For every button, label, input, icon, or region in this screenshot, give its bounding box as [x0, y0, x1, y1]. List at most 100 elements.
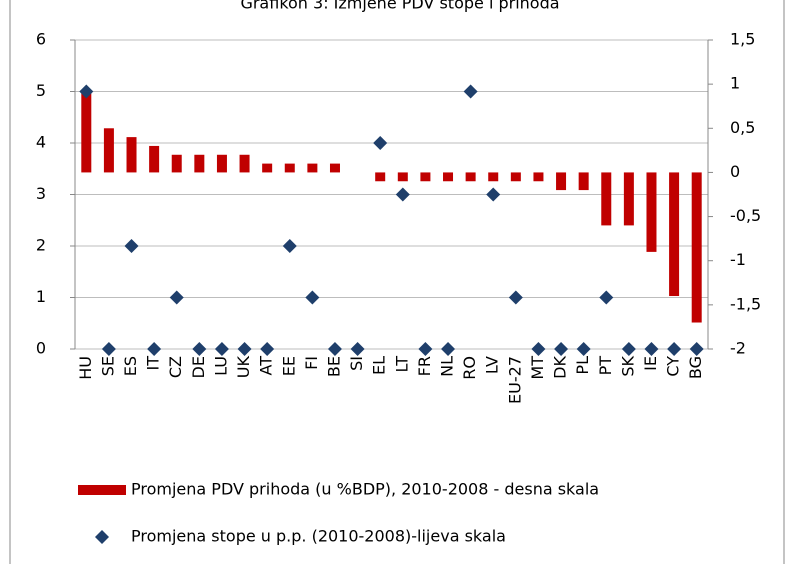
x-tick-label: IT	[144, 356, 163, 371]
x-tick-label: EE	[279, 356, 298, 376]
bar	[578, 172, 589, 191]
bar	[533, 172, 544, 182]
marker	[260, 342, 275, 356]
x-tick-label: ES	[121, 356, 140, 376]
marker	[418, 342, 433, 356]
x-tick-label: SI	[347, 356, 366, 371]
bar	[556, 172, 567, 191]
legend-label: Promjena stope u p.p. (2010-2008)-lijeva…	[131, 527, 506, 546]
marker	[531, 342, 546, 356]
y-tick-label: 1	[36, 287, 46, 306]
legend-label: Promjena PDV prihoda (u %BDP), 2010-2008…	[131, 480, 599, 499]
marker	[305, 290, 320, 305]
bar	[329, 163, 340, 173]
y2-tick-label: -1,5	[730, 294, 761, 313]
bar	[126, 137, 137, 173]
marker	[237, 342, 252, 356]
bar	[194, 154, 205, 173]
x-tick-label: AT	[257, 356, 276, 376]
x-tick-label: PL	[573, 356, 592, 375]
bar	[397, 172, 408, 182]
marker	[101, 342, 116, 356]
x-tick-label: FI	[302, 356, 321, 370]
marker	[441, 342, 456, 356]
marker	[576, 342, 591, 356]
y-tick-label: 6	[36, 30, 46, 49]
bar	[691, 172, 702, 323]
x-tick-label: EL	[370, 356, 389, 375]
marker	[192, 342, 207, 356]
marker	[147, 342, 162, 356]
y2-tick-label: 0,5	[730, 118, 755, 137]
marker	[282, 239, 297, 253]
x-tick-label: FR	[415, 356, 434, 376]
bar	[103, 128, 114, 173]
x-tick-label: BE	[324, 356, 343, 377]
bar	[601, 172, 612, 226]
x-tick-label: SK	[618, 356, 637, 377]
y2-tick-label: -1	[730, 250, 746, 269]
x-tick-label: DE	[189, 356, 208, 378]
marker	[644, 342, 659, 356]
bar	[171, 154, 182, 173]
marker	[350, 342, 365, 356]
x-tick-label: DK	[551, 355, 570, 378]
chart-frame	[9, 0, 785, 564]
bar	[646, 172, 657, 252]
marker	[214, 342, 229, 356]
x-tick-label: SE	[98, 356, 117, 376]
marker	[667, 342, 682, 356]
marker	[486, 187, 501, 202]
x-tick-label: PT	[596, 356, 615, 376]
bar	[465, 172, 476, 182]
marker	[395, 187, 410, 202]
marker	[79, 84, 94, 99]
x-tick-label: RO	[460, 356, 479, 380]
bar	[669, 172, 680, 297]
x-tick-label: CZ	[166, 356, 185, 378]
bar	[284, 163, 295, 173]
y-tick-label: 5	[36, 81, 46, 100]
marker	[554, 342, 569, 356]
x-tick-label: HU	[76, 356, 95, 380]
bar	[623, 172, 634, 226]
marker	[689, 342, 704, 356]
y-tick-label: 4	[36, 133, 46, 152]
x-tick-label: IE	[641, 356, 660, 371]
bar	[443, 172, 454, 182]
marker	[508, 290, 523, 305]
bar	[81, 92, 92, 173]
y2-tick-label: 1	[730, 74, 740, 93]
x-tick-label: BG	[686, 356, 705, 379]
x-tick-label: MT	[528, 356, 547, 380]
marker	[621, 342, 636, 356]
x-tick-label: LU	[211, 356, 230, 376]
x-tick-label: EU-27	[505, 356, 524, 404]
bar	[262, 163, 273, 173]
x-tick-label: LT	[392, 356, 411, 373]
x-tick-label: LV	[483, 356, 502, 374]
marker	[599, 290, 614, 305]
marker	[124, 239, 139, 253]
bar	[239, 154, 250, 173]
x-tick-label: UK	[234, 355, 253, 378]
y-tick-label: 2	[36, 236, 46, 255]
y-tick-label: 3	[36, 184, 46, 203]
marker	[169, 290, 184, 305]
y2-tick-label: -0,5	[730, 206, 761, 225]
y2-tick-label: -2	[730, 339, 746, 358]
bar	[375, 172, 386, 182]
legend-swatch	[95, 530, 109, 544]
bar	[510, 172, 521, 182]
y-tick-label: 0	[36, 339, 46, 358]
bar	[488, 172, 499, 182]
bar	[307, 163, 318, 173]
marker	[463, 84, 478, 99]
bar	[149, 145, 160, 173]
marker	[327, 342, 342, 356]
bar	[216, 154, 227, 173]
y2-tick-label: 1,5	[730, 30, 755, 49]
chart-title: Grafikon 3: Izmjene PDV stope i prihoda	[240, 0, 559, 13]
x-tick-label: CY	[664, 356, 683, 377]
